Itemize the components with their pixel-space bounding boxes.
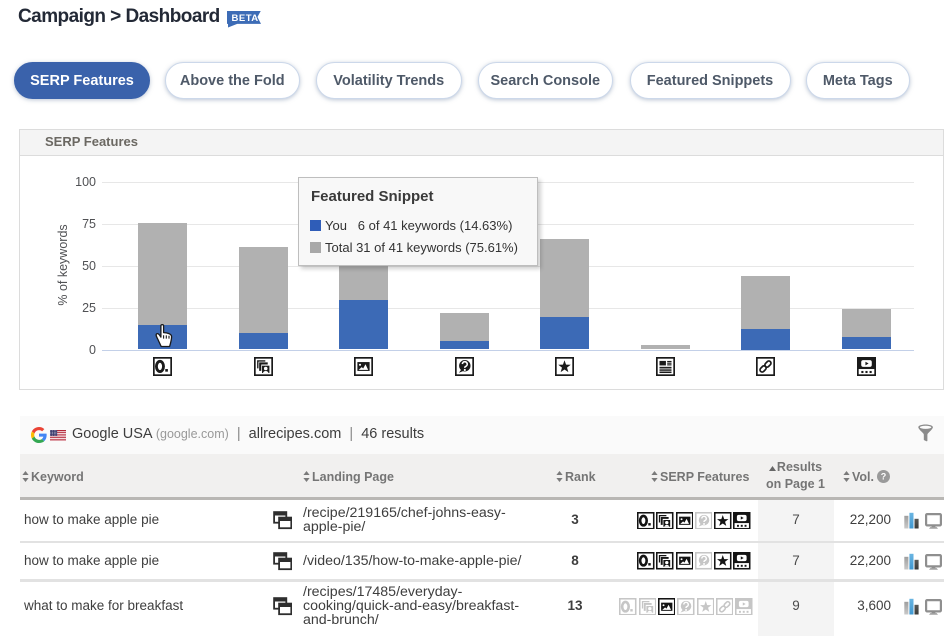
svg-text:?: ? xyxy=(881,472,887,482)
